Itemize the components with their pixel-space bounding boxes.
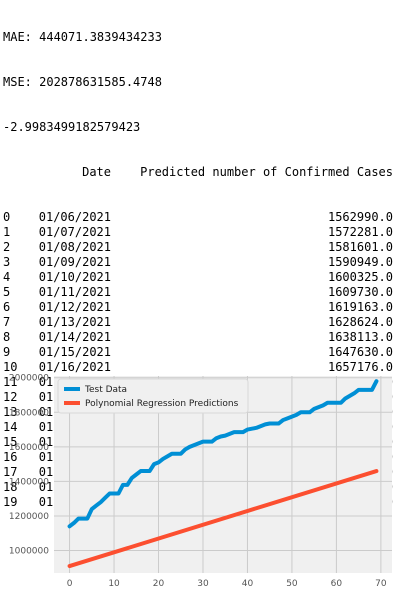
row-date: 01/08/2021	[38, 240, 111, 254]
series-line-1	[67, 379, 379, 529]
row-index: 16	[3, 450, 18, 464]
row-date: 01/12/2021	[38, 300, 111, 314]
row-index: 14	[3, 420, 18, 434]
y-tick-label: 1600000	[9, 443, 49, 453]
row-value: 1590949.0	[327, 255, 393, 269]
x-tick-label: 40	[242, 579, 254, 589]
row-index: 7	[3, 315, 11, 329]
series-line-2	[67, 469, 379, 569]
x-tick-label: 0	[67, 579, 73, 589]
x-tick-label: 50	[286, 579, 298, 589]
row-index: 1	[3, 225, 11, 239]
row-date: 01/13/2021	[38, 315, 111, 329]
mae-line: MAE: 444071.3839434233	[3, 30, 162, 44]
row-index: 18	[3, 480, 18, 494]
y-tick-label: 2000000	[9, 374, 49, 384]
row-value: 1619163.0	[327, 300, 393, 314]
table-row: 0 01/06/2021 1562990.0	[0, 210, 409, 225]
y-tick-label: 1000000	[9, 547, 49, 557]
score-line: -2.9983499182579423	[3, 120, 141, 134]
row-index: 11	[3, 375, 18, 389]
legend-label: Polynomial Regression Predictions	[85, 399, 239, 409]
row-index: 17	[3, 465, 18, 479]
row-index: 19	[3, 495, 18, 509]
row-index: 6	[3, 300, 11, 314]
row-date: 01/10/2021	[38, 270, 111, 284]
row-index: 10	[3, 360, 18, 374]
row-value: 1572281.0	[327, 225, 393, 239]
table-row: 7 01/13/2021 1628624.0	[0, 315, 409, 330]
row-index: 9	[3, 345, 11, 359]
y-tick-label: 1400000	[9, 477, 49, 487]
legend-box	[57, 378, 249, 414]
row-index: 12	[3, 390, 18, 404]
x-tick-label: 30	[197, 579, 209, 589]
row-index: 4	[3, 270, 11, 284]
x-tick-label: 60	[331, 579, 343, 589]
x-tick-label: 70	[375, 579, 387, 589]
table-row: 1 01/07/2021 1572281.0	[0, 225, 409, 240]
row-index: 13	[3, 405, 18, 419]
row-date: 01/06/2021	[38, 210, 111, 224]
mse-line: MSE: 202878631585.4748	[3, 75, 162, 89]
regression-chart: 0 10 20 30 40 50 60 70 1000000 1200000 1400000 1600…	[9, 374, 392, 589]
table-row: 5 01/11/2021 1609730.0	[0, 285, 409, 300]
row-value: 1628624.0	[327, 315, 393, 329]
table-row: 8 01/14/2021 1638113.0	[0, 330, 409, 345]
row-date: 01/07/2021	[38, 225, 111, 239]
table-row: 3 01/09/2021 1590949.0	[0, 255, 409, 270]
header-value: Predicted number of Confirmed Cases	[140, 165, 393, 179]
row-date: 01/09/2021	[38, 255, 111, 269]
row-value: 1647630.0	[327, 345, 393, 359]
row-date: 01/11/2021	[38, 285, 111, 299]
table-row: 6 01/12/2021 1619163.0	[0, 300, 409, 315]
row-value: 1638113.0	[327, 330, 393, 344]
table-row: 10 01/16/2021 1657176.0	[0, 360, 409, 375]
y-tick-label: 1800000	[9, 408, 49, 418]
row-value: 1562990.0	[327, 210, 393, 224]
row-date: 01/16/2021	[38, 360, 111, 374]
row-date: 01/14/2021	[38, 330, 111, 344]
row-index: 3	[3, 255, 11, 269]
table-row: 2 01/08/2021 1581601.0	[0, 240, 409, 255]
x-tick-label: 20	[153, 579, 165, 589]
row-value: 1609730.0	[327, 285, 393, 299]
row-index: 8	[3, 330, 11, 344]
row-value: 1657176.0	[327, 360, 393, 374]
y-tick-label: 1200000	[9, 512, 49, 522]
row-index: 2	[3, 240, 11, 254]
x-tick-label: 10	[108, 579, 120, 589]
table-header: Date Predicted number of Confirmed Cases	[0, 165, 409, 180]
table-row: 9 01/15/2021 1647630.0	[0, 345, 409, 360]
row-date: 01/15/2021	[38, 345, 111, 359]
row-value: 1600325.0	[327, 270, 393, 284]
header-date: Date	[82, 165, 111, 179]
row-index: 0	[3, 210, 11, 224]
row-index: 5	[3, 285, 11, 299]
legend-label: Test Data	[84, 385, 127, 395]
row-value: 1581601.0	[327, 240, 393, 254]
row-index: 15	[3, 435, 18, 449]
table-row: 4 01/10/2021 1600325.0	[0, 270, 409, 285]
